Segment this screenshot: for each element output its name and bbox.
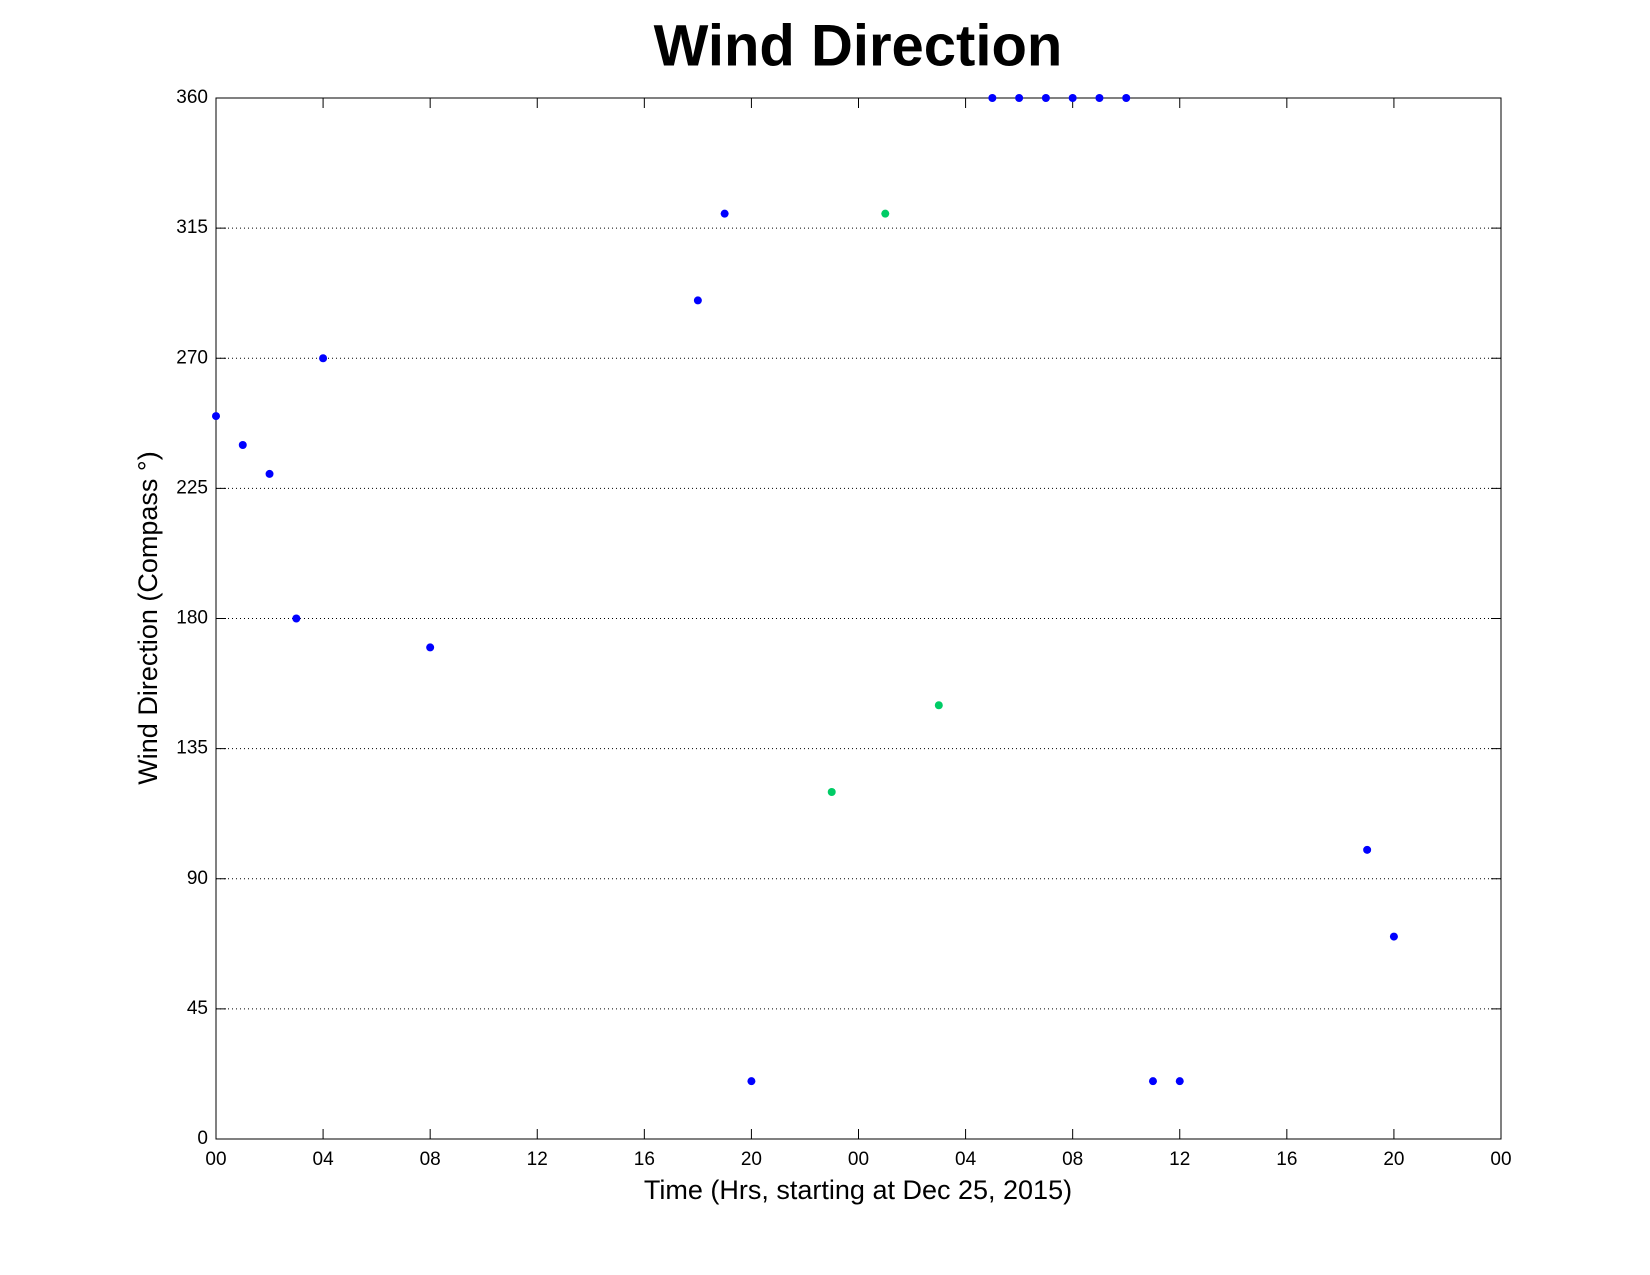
point: [1389, 932, 1398, 941]
point: [1148, 1077, 1157, 1086]
point: [319, 354, 328, 363]
plot-frame: [215, 97, 1502, 1140]
y-tick-label: 135: [176, 738, 208, 759]
x-tick-label: 12: [527, 1149, 548, 1170]
x-tick-label: 00: [848, 1149, 869, 1170]
x-tick-label: 00: [1490, 1149, 1511, 1170]
x-tick-label: 04: [955, 1149, 977, 1170]
point: [1363, 845, 1372, 854]
x-tick-label: 00: [205, 1149, 226, 1170]
point: [988, 94, 997, 102]
point: [265, 469, 274, 478]
y-tick-label: 315: [176, 217, 208, 238]
point: [720, 209, 729, 218]
x-tick-label: 08: [1062, 1149, 1083, 1170]
x-tick-label: 12: [1169, 1149, 1190, 1170]
point: [1068, 94, 1077, 102]
x-tick-label: 16: [634, 1149, 655, 1170]
y-tick-label: 45: [187, 998, 208, 1019]
point: [747, 1077, 756, 1086]
point: [212, 412, 220, 421]
y-tick-label: 225: [176, 477, 208, 498]
y-tick-label: 180: [176, 608, 208, 629]
point: [292, 614, 301, 623]
point: [426, 643, 435, 652]
point: [1015, 94, 1024, 102]
y-axis-label: Wind Direction (Compass °): [133, 451, 163, 784]
point: [827, 788, 836, 796]
x-tick-label: 20: [741, 1149, 762, 1170]
point: [1041, 94, 1050, 102]
y-tick-label: 360: [176, 87, 208, 108]
x-tick-label: 20: [1383, 1149, 1404, 1170]
point: [881, 209, 890, 218]
point: [1175, 1077, 1184, 1086]
point: [1095, 94, 1104, 102]
y-tick-label: 270: [176, 347, 208, 368]
y-tick-label: 90: [187, 868, 208, 889]
y-tick-label: 0: [197, 1128, 208, 1149]
point: [238, 441, 247, 449]
chart-title: Wind Direction: [654, 13, 1063, 78]
point: [1122, 94, 1131, 102]
x-tick-label: 16: [1276, 1149, 1297, 1170]
x-axis-label: Time (Hrs, starting at Dec 25, 2015): [644, 1175, 1072, 1205]
x-tick-label: 08: [420, 1149, 441, 1170]
point: [693, 296, 702, 305]
x-tick-label: 04: [313, 1149, 335, 1170]
point: [934, 701, 943, 710]
